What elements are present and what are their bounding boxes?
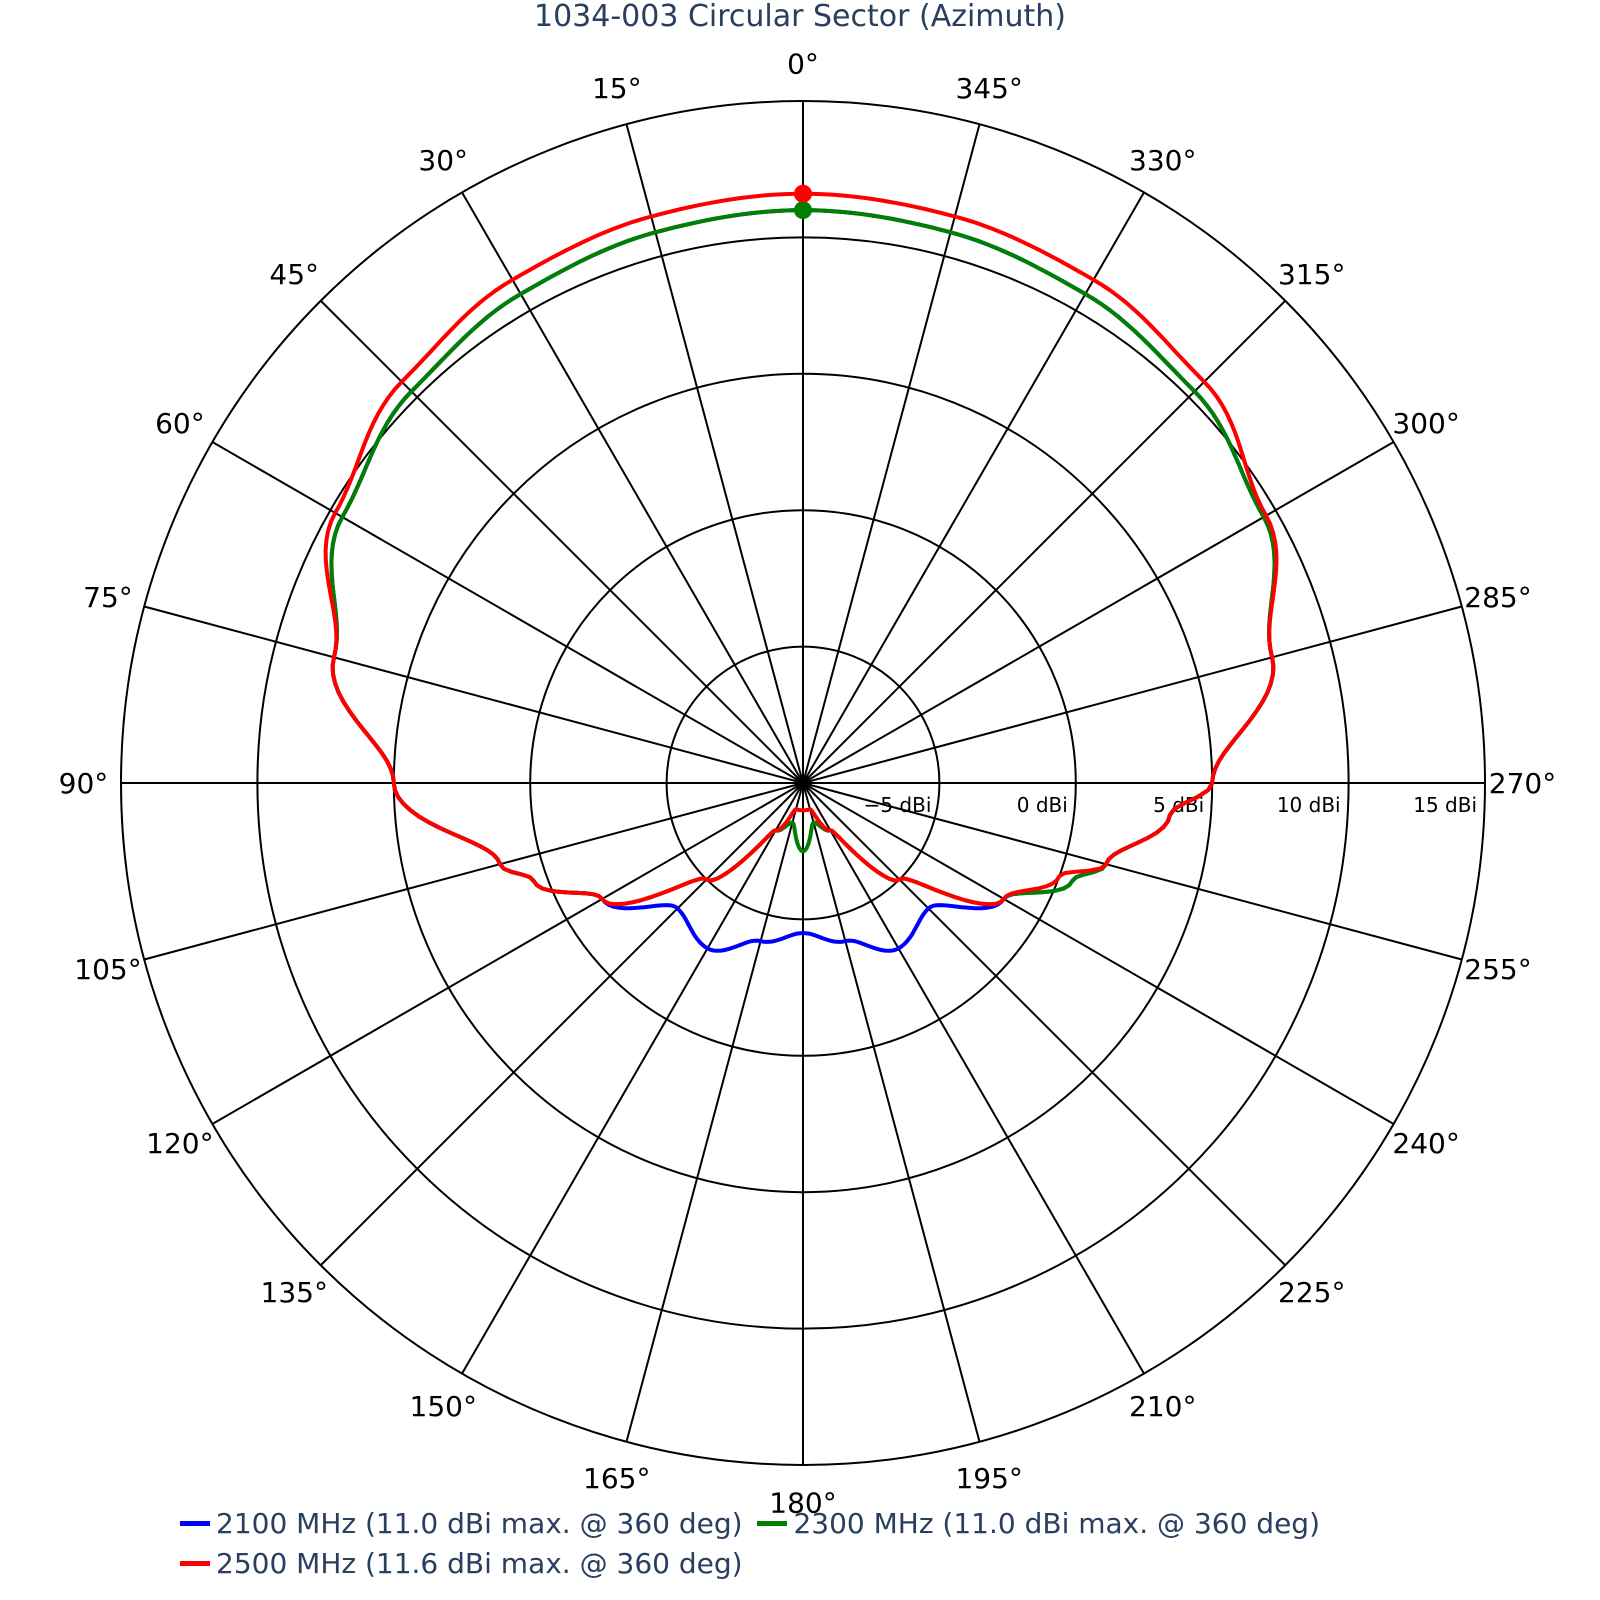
radial-spoke — [802, 300, 1286, 784]
angular-tick-label: 15° — [592, 72, 642, 105]
legend-label-2500: 2500 MHz (11.6 dBi max. @ 360 deg) — [216, 1547, 743, 1580]
radial-tick-label: −5 dBi — [864, 793, 932, 817]
angular-tick-label: 315° — [1278, 258, 1345, 291]
radial-spoke — [625, 123, 804, 784]
max-marker-1 — [794, 201, 812, 220]
radial-spoke — [802, 441, 1395, 784]
angular-tick-label: 165° — [583, 1462, 650, 1495]
angular-tick-label: 105° — [74, 953, 141, 986]
angular-tick-label: 270° — [1489, 767, 1556, 800]
angular-tick-label: 75° — [83, 581, 133, 614]
legend-swatch-2500 — [180, 1561, 210, 1566]
angular-tick-label: 300° — [1392, 407, 1459, 440]
radial-spoke — [802, 782, 1145, 1375]
grid-circle — [665, 645, 941, 921]
radial-spoke — [625, 782, 804, 1443]
angular-tick-label: 210° — [1129, 1390, 1196, 1423]
grid-circle — [120, 100, 1486, 1466]
radial-spoke — [211, 441, 804, 784]
angular-tick-label: 345° — [955, 72, 1022, 105]
grid-circle — [256, 236, 1350, 1330]
radial-spoke — [461, 191, 804, 784]
max-marker-2 — [794, 184, 812, 203]
radial-spoke — [802, 782, 1463, 961]
legend-swatch-2100 — [180, 1521, 210, 1526]
radial-spoke — [143, 605, 804, 784]
angular-tick-label: 240° — [1392, 1127, 1459, 1160]
legend-item-2300[interactable]: 2300 MHz (11.0 dBi max. @ 360 deg) — [757, 1504, 1320, 1544]
series-line-3 — [323, 191, 1279, 907]
chart-title: 1034-003 Circular Sector (Azimuth) — [533, 0, 1067, 34]
radial-tick-label: 10 dBi — [1277, 793, 1341, 817]
angular-tick-label: 60° — [155, 407, 205, 440]
radial-spoke — [802, 605, 1463, 784]
radial-tick-label: 15 dBi — [1413, 793, 1477, 817]
radial-spoke — [143, 782, 804, 961]
angular-tick-label: 255° — [1464, 953, 1531, 986]
angular-tick-label: 90° — [59, 767, 109, 800]
angular-tick-label: 45° — [269, 258, 319, 291]
series-line-2 — [329, 208, 1277, 907]
series-lines — [323, 191, 1279, 953]
legend-item-2100[interactable]: 2100 MHz (11.0 dBi max. @ 360 deg) — [180, 1504, 743, 1544]
max-markers — [794, 184, 812, 220]
angular-tick-label: 195° — [955, 1462, 1022, 1495]
axis-ticks: 0° 15° 30° 45° 60° 75° 90° 105° 120° 135° 150° 165°… — [59, 47, 1557, 1519]
angular-tick-label: 30° — [418, 144, 468, 177]
legend-label-2100: 2100 MHz (11.0 dBi max. @ 360 deg) — [216, 1507, 743, 1540]
legend-label-2300: 2300 MHz (11.0 dBi max. @ 360 deg) — [793, 1507, 1320, 1540]
radial-spoke — [802, 782, 981, 1443]
polar-grid — [120, 100, 1486, 1466]
radial-spoke — [211, 782, 804, 1125]
grid-circle — [529, 509, 1077, 1057]
angular-tick-label: 150° — [410, 1390, 477, 1423]
radial-tick-label: 0 dBi — [1017, 793, 1068, 817]
radial-spoke — [802, 191, 1145, 784]
angular-tick-label: 135° — [261, 1276, 328, 1309]
angular-tick-label: 225° — [1278, 1276, 1345, 1309]
radial-spoke — [320, 782, 804, 1266]
radial-spoke — [802, 782, 1286, 1266]
angular-tick-label: 0° — [787, 47, 819, 80]
radial-spoke — [802, 782, 1395, 1125]
angular-tick-label: 285° — [1464, 581, 1531, 614]
radial-spoke — [320, 300, 804, 784]
radial-spoke — [802, 123, 981, 784]
angular-tick-label: 330° — [1129, 144, 1196, 177]
legend-item-2500[interactable]: 2500 MHz (11.6 dBi max. @ 360 deg) — [180, 1544, 743, 1584]
legend-swatch-2300 — [757, 1521, 788, 1526]
angular-tick-label: 180° — [769, 1487, 836, 1520]
angular-tick-label: 120° — [146, 1127, 213, 1160]
legend: 2100 MHz (11.0 dBi max. @ 360 deg) 2300 … — [180, 1500, 1480, 1580]
radial-spoke — [461, 782, 804, 1375]
